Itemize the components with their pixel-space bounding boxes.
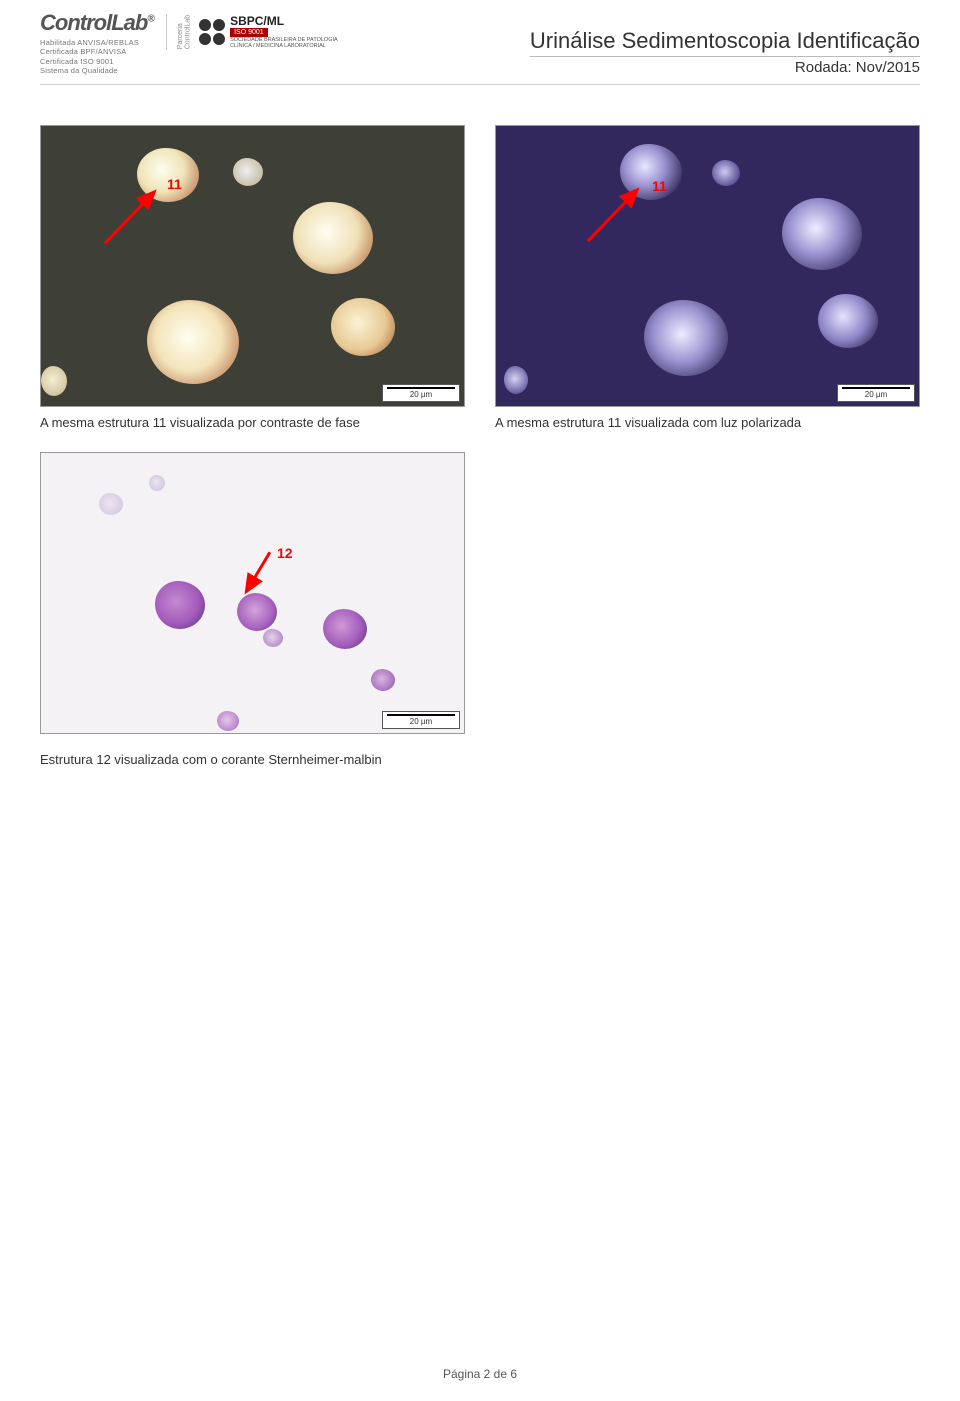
figure-3-col: 12 20 µm Estrutura 12 visualizada com o … [40,452,465,767]
brand-logo: ControlLab® [40,10,154,36]
partner-block: Parceria ControlLab SBPC/ML ISO 9001 SOC… [166,14,338,50]
registered-mark: ® [147,14,153,25]
document-subtitle: Rodada: Nov/2015 [530,56,920,76]
accred-line: Certificada BPF/ANVISA [40,47,154,56]
scale-bar: 20 µm [382,384,460,402]
sbpc-icon [198,18,226,46]
figure-2-marker-label: 11 [652,178,667,194]
partner-line: Parceria [177,23,184,49]
accreditations: Habilitada ANVISA/REBLAS Certificada BPF… [40,38,154,76]
figure-2-col: 11 20 µm A mesma estrutura 11 visualizad… [495,125,920,430]
brand-name: ControlLab [40,10,147,35]
accred-line: Sistema da Qualidade [40,66,154,75]
figure-row-1: 11 20 µm A mesma estrutura 11 visualizad… [40,125,920,430]
scale-bar-line [842,387,910,389]
title-block: Urinálise Sedimentoscopia Identificação … [530,28,920,76]
figure-1-image: 11 20 µm [40,125,465,407]
figure-3-image: 12 20 µm [40,452,465,734]
figure-3-marker-label: 12 [277,545,293,561]
sbpc-sub-line: CLÍNICA / MEDICINA LABORATORIAL [230,44,338,50]
empty-col [495,452,920,767]
sbpc-text: SBPC/ML ISO 9001 SOCIEDADE BRASILEIRA DE… [230,14,338,50]
header: ControlLab® Habilitada ANVISA/REBLAS Cer… [40,10,920,85]
scale-bar-line [387,714,455,716]
scale-bar-line [387,387,455,389]
scale-bar: 20 µm [382,711,460,729]
page-footer: Página 2 de 6 [0,1367,960,1381]
figure-3-caption: Estrutura 12 visualizada com o corante S… [40,752,465,767]
page: ControlLab® Habilitada ANVISA/REBLAS Cer… [0,0,960,1401]
accred-line: Habilitada ANVISA/REBLAS [40,38,154,47]
sbpc-title: SBPC/ML [230,14,338,28]
scale-bar-label: 20 µm [410,717,432,726]
figure-2-caption: A mesma estrutura 11 visualizada com luz… [495,415,920,430]
figure-row-2: 12 20 µm Estrutura 12 visualizada com o … [40,452,920,767]
sbpc-subtitle: SOCIEDADE BRASILEIRA DE PATOLOGIA CLÍNIC… [230,38,338,50]
sbpc-badge: ISO 9001 [230,28,268,37]
brand-block: ControlLab® Habilitada ANVISA/REBLAS Cer… [40,10,154,76]
figure-1-caption: A mesma estrutura 11 visualizada por con… [40,415,465,430]
document-title: Urinálise Sedimentoscopia Identificação [530,28,920,54]
scale-bar-label: 20 µm [410,390,432,399]
partner-label: Parceria ControlLab [177,15,192,49]
logo-group: ControlLab® Habilitada ANVISA/REBLAS Cer… [40,10,338,76]
figure-1-col: 11 20 µm A mesma estrutura 11 visualizad… [40,125,465,430]
scale-bar-label: 20 µm [865,390,887,399]
partner-line: ControlLab [184,15,191,49]
figure-2-image: 11 20 µm [495,125,920,407]
sbpc-logo: SBPC/ML ISO 9001 SOCIEDADE BRASILEIRA DE… [198,14,338,50]
figure-1-marker-label: 11 [167,176,182,192]
accred-line: Certificada ISO 9001 [40,57,154,66]
scale-bar: 20 µm [837,384,915,402]
